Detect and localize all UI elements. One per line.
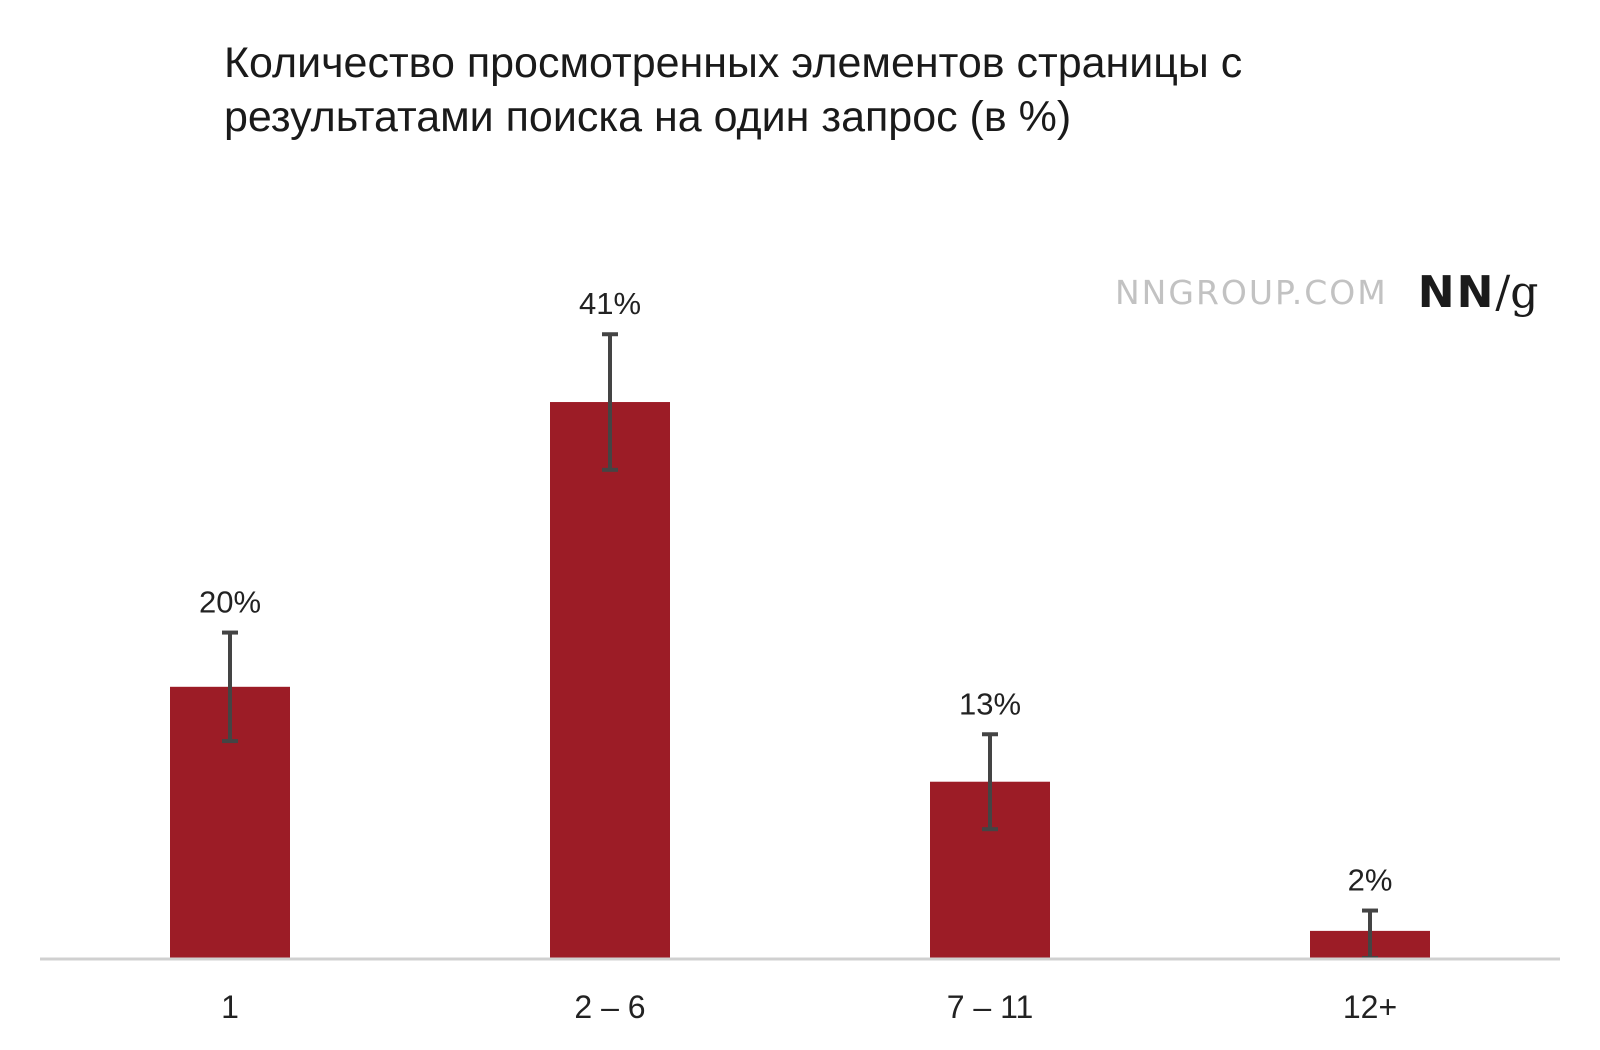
x-tick-label: 1 xyxy=(221,989,239,1025)
chart-title-line-1: Количество просмотренных элементов стран… xyxy=(224,39,1243,87)
chart-title: Количество просмотренных элементов стран… xyxy=(224,36,1424,144)
data-label: 20% xyxy=(199,585,261,620)
chart-title-line-2: результатами поиска на один запрос (в %) xyxy=(224,93,1072,141)
data-label: 41% xyxy=(579,286,641,321)
x-tick-label: 7 – 11 xyxy=(947,989,1034,1025)
data-label: 2% xyxy=(1348,863,1393,898)
brand-url: NNGROUP.COM xyxy=(1115,272,1388,312)
nng-logo: NN / g xyxy=(1417,266,1539,318)
bar xyxy=(550,402,670,958)
data-label: 13% xyxy=(959,686,1021,721)
brand-watermark: NNGROUP.COM NN / g xyxy=(1115,262,1538,322)
error-bar xyxy=(982,732,998,832)
error-bar xyxy=(602,332,618,472)
error-bar xyxy=(222,630,238,744)
x-tick-label: 2 – 6 xyxy=(574,989,645,1025)
x-tick-label: 12+ xyxy=(1343,989,1397,1025)
